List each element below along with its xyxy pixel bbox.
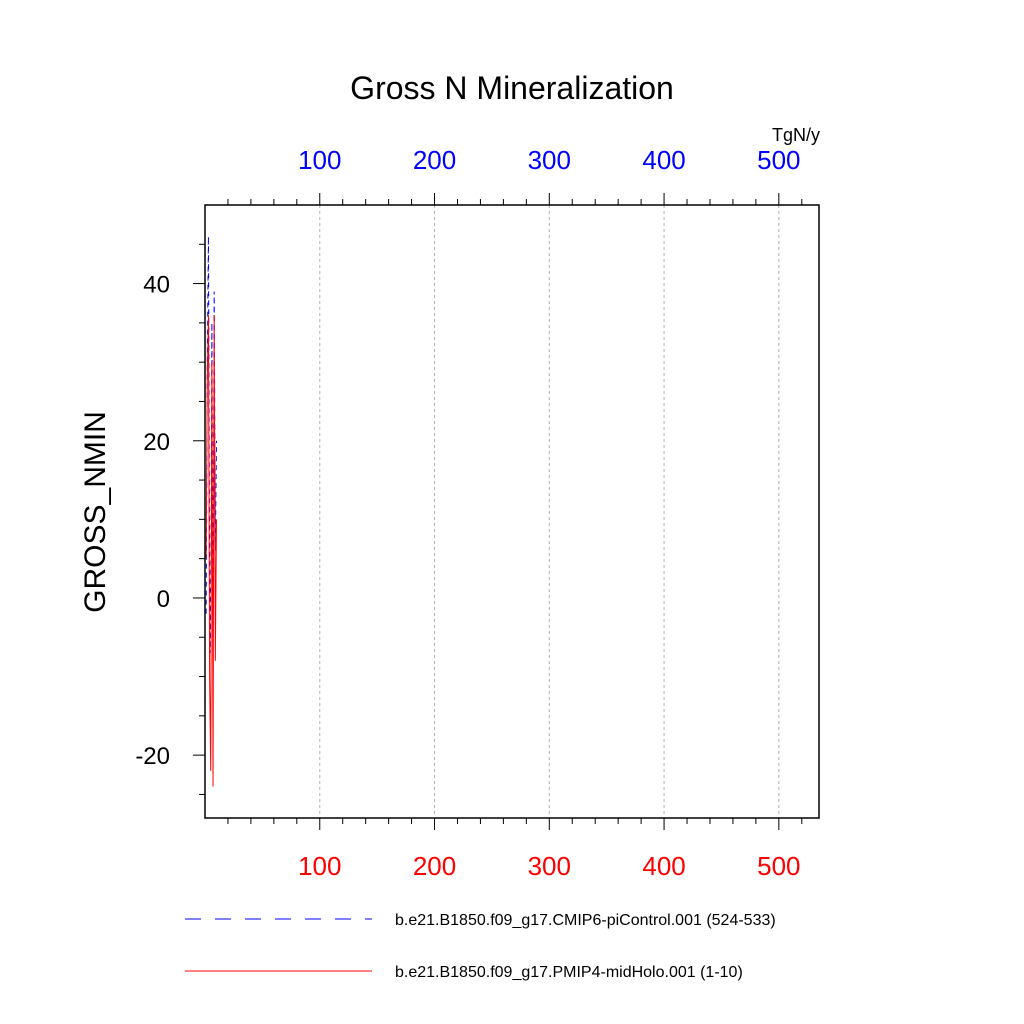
major-ticks [193, 193, 780, 830]
x-tick-label-bottom: 300 [528, 851, 571, 881]
x-tick-label-top: 300 [528, 145, 571, 175]
chart-title: Gross N Mineralization [350, 70, 674, 106]
y-axis-label: GROSS_NMIN [79, 411, 112, 613]
y-tick-label: 40 [143, 272, 170, 299]
series-line-midholo [205, 315, 217, 787]
y-tick-label: -20 [135, 743, 170, 770]
x-tick-label-bottom: 400 [642, 851, 685, 881]
series-lines [205, 236, 217, 787]
grid-lines [319, 205, 780, 818]
x-tick-label-top: 500 [757, 145, 800, 175]
x-tick-label-bottom: 200 [413, 851, 456, 881]
x-tick-label-bottom: 100 [298, 851, 341, 881]
x-tick-label-bottom: 500 [757, 851, 800, 881]
units-label: TgN/y [772, 125, 820, 145]
legend-label-picontrol: b.e21.B1850.f09_g17.CMIP6-piControl.001 … [395, 912, 776, 929]
x-tick-label-top: 100 [298, 145, 341, 175]
x-tick-label-top: 200 [413, 145, 456, 175]
y-tick-label: 20 [143, 429, 170, 456]
x-tick-label-top: 400 [642, 145, 685, 175]
y-tick-label: 0 [157, 586, 170, 613]
legend-label-midholo: b.e21.B1850.f09_g17.PMIP4-midHolo.001 (1… [395, 964, 743, 981]
plot-frame [204, 204, 820, 819]
legend: b.e21.B1850.f09_g17.CMIP6-piControl.001 … [185, 912, 776, 981]
minor-ticks [199, 199, 803, 824]
